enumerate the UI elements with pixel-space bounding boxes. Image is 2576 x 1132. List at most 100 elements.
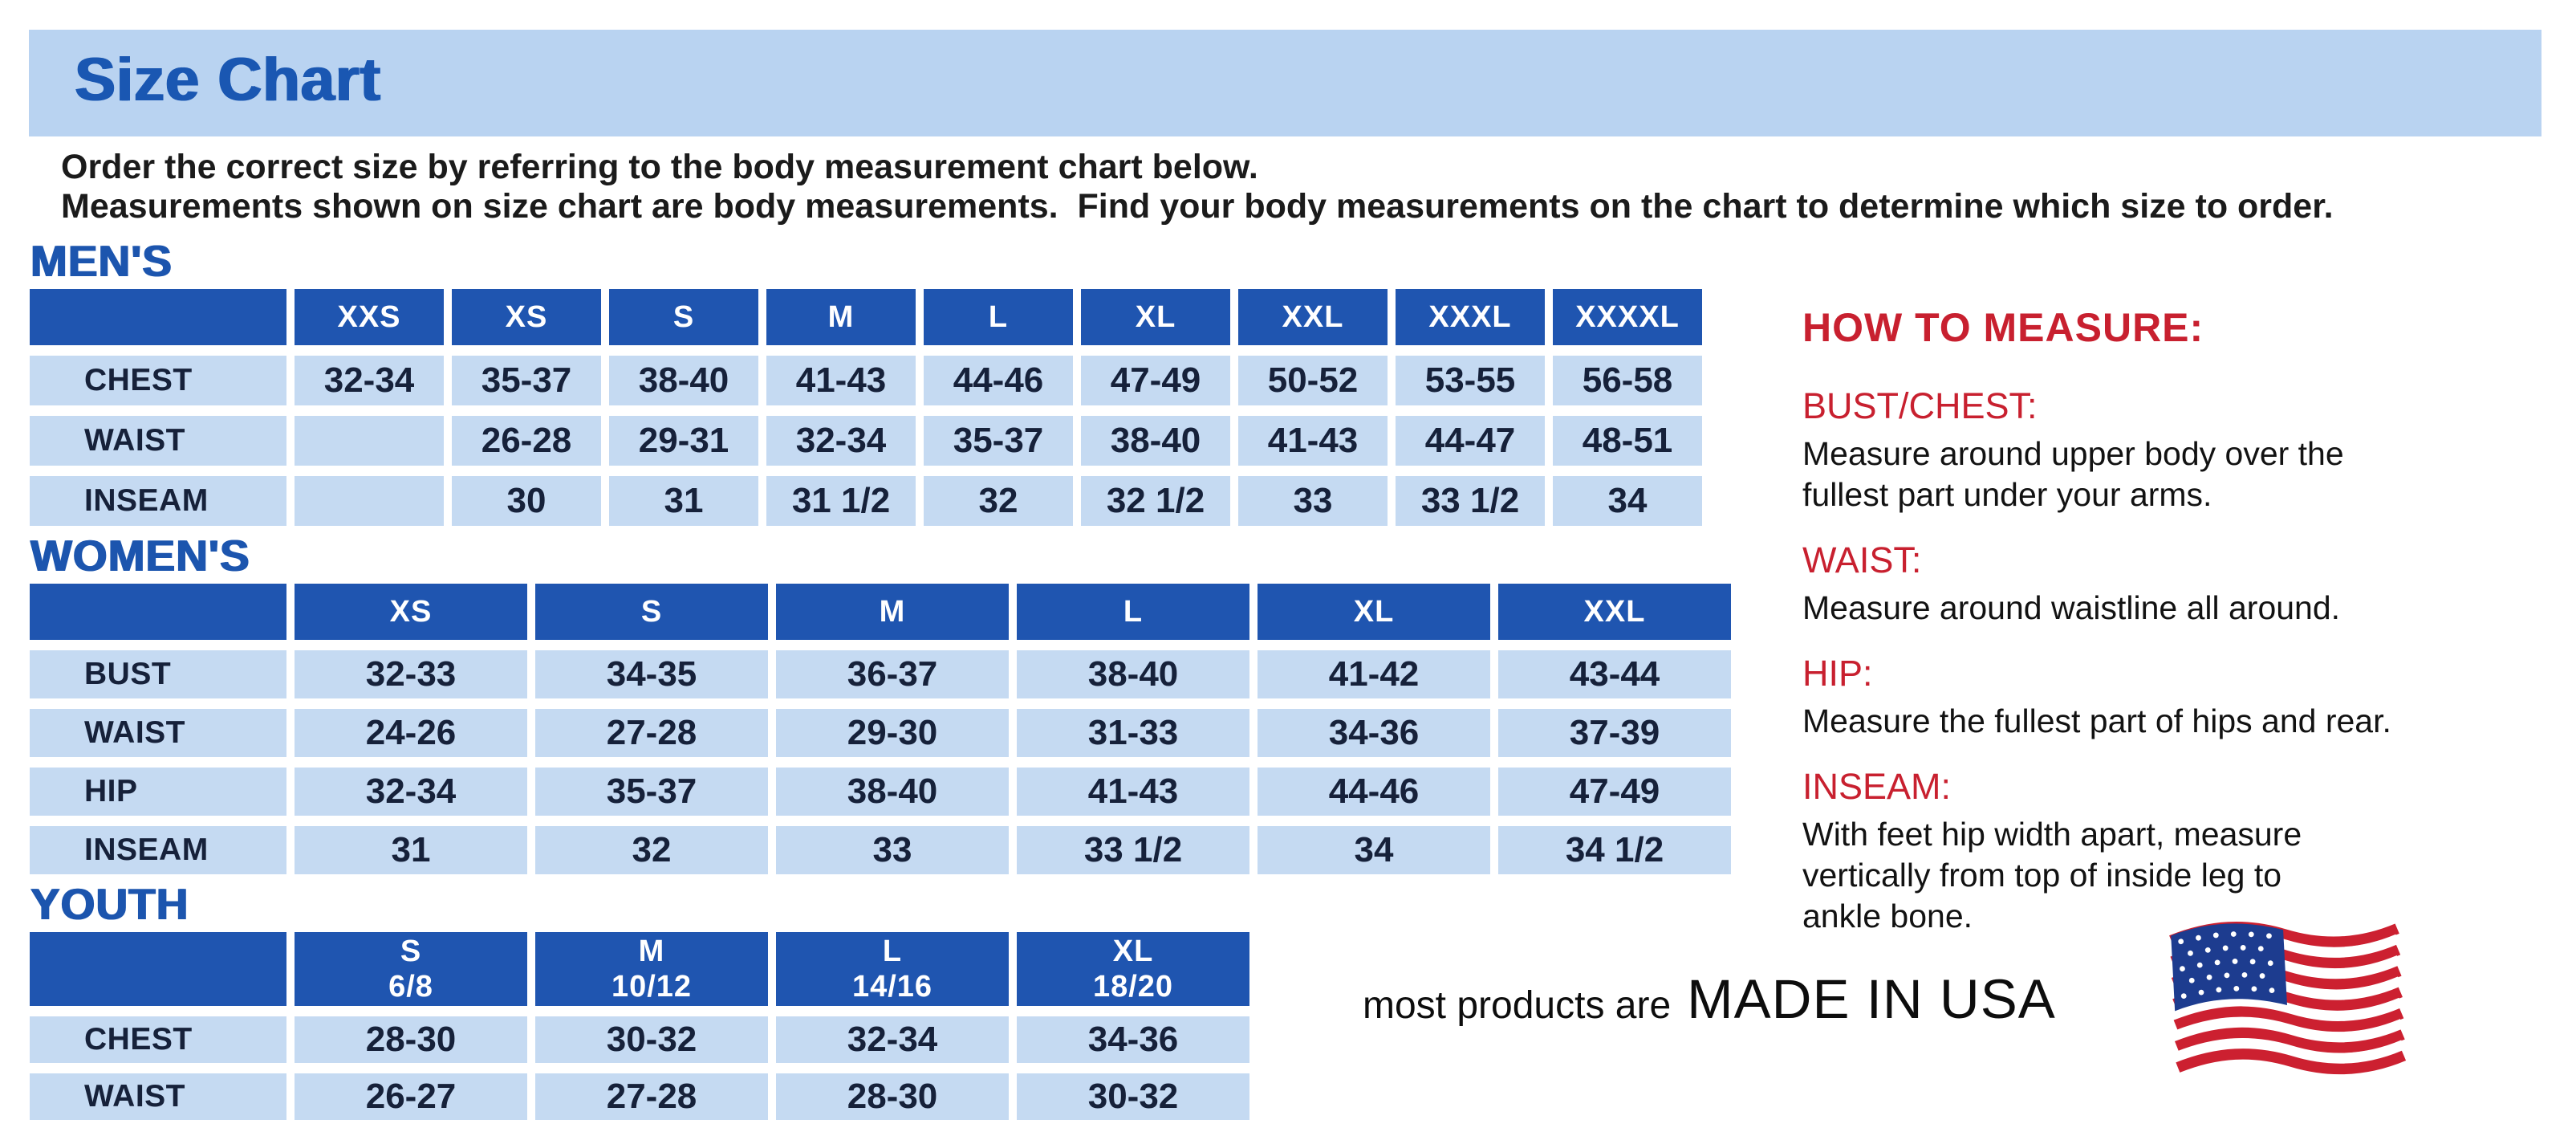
value-cell: 50-52: [1238, 356, 1388, 405]
value-cell: 36-37: [776, 650, 1009, 698]
row-label-cell: WAIST: [30, 416, 286, 466]
size-header-cell: L: [1017, 584, 1249, 640]
value-cell: 29-30: [776, 709, 1009, 757]
value-cell: 38-40: [609, 356, 758, 405]
how-to-measure-heading: HOW TO MEASURE:: [1802, 305, 2204, 350]
row-label-cell: CHEST: [30, 356, 286, 405]
size-header-cell: L: [924, 289, 1073, 345]
us-flag-icon: [2169, 922, 2407, 1075]
value-cell: 34-36: [1017, 1016, 1249, 1063]
mens-size-table: XXS XS S M L XL XXL XXXL XXXXL CHEST 32-34 35-37 38-…: [30, 289, 1739, 526]
youth-size-table: S 6/8 M 10/12 L 14/16 XL 18/20 CHEST 28-30 30-32 32…: [30, 932, 1739, 1120]
row-label-cell: INSEAM: [30, 826, 286, 874]
title-banner: Size Chart: [29, 30, 2541, 136]
intro-text: Order the correct size by referring to t…: [61, 148, 2334, 226]
value-cell: 34 1/2: [1498, 826, 1731, 874]
value-cell: [295, 416, 444, 466]
size-header-cell: XS: [295, 584, 527, 640]
measure-term-label: INSEAM:: [1802, 766, 1952, 807]
value-cell: 32-33: [295, 650, 527, 698]
size-header-cell: XXL: [1498, 584, 1731, 640]
value-cell: 32-34: [295, 768, 527, 816]
made-in-usa-prefix: most products are: [1363, 984, 1672, 1027]
value-cell: 26-27: [295, 1073, 527, 1120]
size-header-cell: XL 18/20: [1017, 932, 1249, 1006]
value-cell: 44-46: [924, 356, 1073, 405]
value-cell: 32-34: [766, 416, 916, 466]
size-header-cell: XL: [1258, 584, 1490, 640]
row-label-cell: BUST: [30, 650, 286, 698]
made-in-usa-statement: MADE IN USA: [1687, 968, 2056, 1030]
size-header-cell: S: [609, 289, 758, 345]
value-cell: 32: [535, 826, 768, 874]
corner-header-cell: [30, 932, 286, 1006]
value-cell: 43-44: [1498, 650, 1731, 698]
value-cell: 41-42: [1258, 650, 1490, 698]
youth-heading: YOUTH: [30, 879, 189, 929]
value-cell: 33: [1238, 476, 1388, 526]
row-label-cell: WAIST: [30, 1073, 286, 1120]
value-cell: 29-31: [609, 416, 758, 466]
page-title: Size Chart: [74, 46, 380, 114]
row-label-cell: CHEST: [30, 1016, 286, 1063]
value-cell: 38-40: [1081, 416, 1230, 466]
corner-header-cell: [30, 584, 286, 640]
value-cell: 34-35: [535, 650, 768, 698]
how-to-measure-list: BUST/CHEST: Measure around upper body ove…: [1802, 385, 2565, 937]
value-cell: 44-47: [1396, 416, 1545, 466]
measure-instruction-text: Measure around waistline all around.: [1802, 589, 2341, 626]
made-in-usa-line: most products are MADE IN USA: [1363, 967, 2056, 1031]
value-cell: 32-34: [776, 1016, 1009, 1063]
womens-size-table: XS S M L XL XXL BUST 32-33 34-35 36-37 38-40 41-42 4…: [30, 584, 1739, 874]
value-cell: 56-58: [1553, 356, 1702, 405]
how-to-measure-panel: HOW TO MEASURE: BUST/CHEST: Measure aroun…: [1802, 305, 2565, 937]
value-cell: 35-37: [924, 416, 1073, 466]
value-cell: 32: [924, 476, 1073, 526]
row-label-cell: INSEAM: [30, 476, 286, 526]
row-label-cell: HIP: [30, 768, 286, 816]
value-cell: 41-43: [1017, 768, 1249, 816]
measure-instruction-text: Measure the fullest part of hips and rea…: [1802, 702, 2391, 739]
value-cell: 31: [295, 826, 527, 874]
value-cell: 35-37: [452, 356, 601, 405]
value-cell: 30-32: [535, 1016, 768, 1063]
measure-term-label: BUST/CHEST:: [1802, 385, 2038, 426]
value-cell: [295, 476, 444, 526]
value-cell: 33: [776, 826, 1009, 874]
size-header-cell: XXXL: [1396, 289, 1545, 345]
value-cell: 38-40: [776, 768, 1009, 816]
value-cell: 44-46: [1258, 768, 1490, 816]
value-cell: 32 1/2: [1081, 476, 1230, 526]
intro-line-1: Order the correct size by referring to t…: [61, 148, 1258, 186]
value-cell: 34: [1258, 826, 1490, 874]
value-cell: 47-49: [1498, 768, 1731, 816]
size-tables-column: MEN'S XXS XS S M L XL XXL XXXL XXXXL CHEST 32-34 35…: [30, 238, 1739, 1126]
measure-instruction-text: With feet hip width apart, measure verti…: [1802, 816, 2302, 935]
value-cell: 30-32: [1017, 1073, 1249, 1120]
womens-heading: WOMEN'S: [30, 531, 250, 580]
value-cell: 38-40: [1017, 650, 1249, 698]
value-cell: 32-34: [295, 356, 444, 405]
value-cell: 27-28: [535, 1073, 768, 1120]
value-cell: 53-55: [1396, 356, 1545, 405]
value-cell: 31: [609, 476, 758, 526]
value-cell: 33 1/2: [1017, 826, 1249, 874]
value-cell: 34-36: [1258, 709, 1490, 757]
value-cell: 48-51: [1553, 416, 1702, 466]
value-cell: 31 1/2: [766, 476, 916, 526]
value-cell: 33 1/2: [1396, 476, 1545, 526]
measure-instruction-text: Measure around upper body over the fulle…: [1802, 435, 2344, 513]
size-header-cell: M: [776, 584, 1009, 640]
value-cell: 35-37: [535, 768, 768, 816]
value-cell: 28-30: [776, 1073, 1009, 1120]
size-header-cell: S 6/8: [295, 932, 527, 1006]
row-label-cell: WAIST: [30, 709, 286, 757]
corner-header-cell: [30, 289, 286, 345]
value-cell: 28-30: [295, 1016, 527, 1063]
size-header-cell: M: [766, 289, 916, 345]
value-cell: 41-43: [1238, 416, 1388, 466]
size-header-cell: S: [535, 584, 768, 640]
size-header-cell: XXXXL: [1553, 289, 1702, 345]
value-cell: 34: [1553, 476, 1702, 526]
measure-term-label: HIP:: [1802, 653, 1873, 694]
